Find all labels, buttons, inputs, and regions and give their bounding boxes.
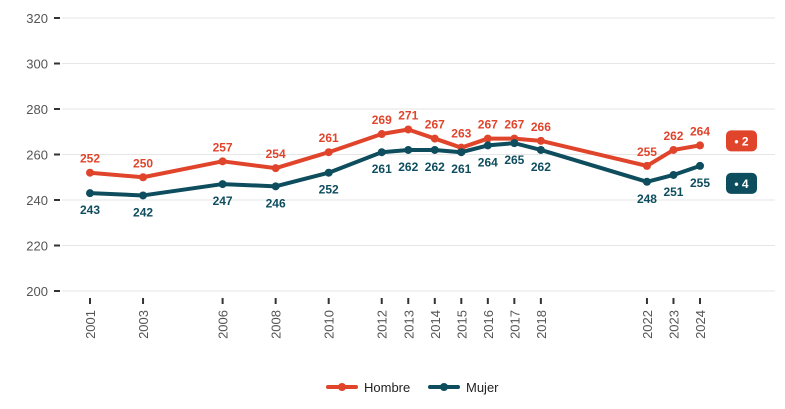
x-tick-label: 2003 <box>136 310 151 339</box>
y-tick-label: 260 <box>26 148 48 163</box>
data-label: 261 <box>319 131 339 145</box>
data-label: 261 <box>372 162 392 176</box>
data-label: 267 <box>504 118 524 132</box>
data-point <box>642 161 651 170</box>
data-label: 250 <box>133 156 153 170</box>
data-label: 246 <box>266 196 286 210</box>
data-point <box>324 168 333 177</box>
legend: Hombre Mujer <box>326 380 499 395</box>
data-point <box>271 182 280 191</box>
data-point <box>536 136 545 145</box>
data-label: 257 <box>213 140 233 154</box>
data-point <box>377 148 386 157</box>
data-point <box>218 157 227 166</box>
x-tick-label: 2024 <box>693 310 708 339</box>
x-tick-label: 2015 <box>454 310 469 339</box>
data-label: 262 <box>531 160 551 174</box>
data-point <box>483 134 492 143</box>
data-label: 271 <box>398 108 418 122</box>
legend-swatch-point <box>338 383 346 391</box>
legend-entry-hombre: Hombre <box>364 380 410 395</box>
x-tick-label: 2017 <box>507 310 522 339</box>
y-tick-label: 240 <box>26 193 48 208</box>
badge-label: • 4 <box>734 177 749 191</box>
data-point <box>404 145 413 154</box>
data-label: 254 <box>266 147 286 161</box>
x-tick-label: 2022 <box>640 310 655 339</box>
badge-label: • 2 <box>734 134 749 148</box>
data-point <box>536 145 545 154</box>
data-label: 252 <box>80 152 100 166</box>
x-tick-label: 2012 <box>375 310 390 339</box>
data-label: 263 <box>451 127 471 141</box>
y-tick-label: 220 <box>26 239 48 254</box>
legend-entry-mujer: Mujer <box>466 380 499 395</box>
x-tick-label: 2023 <box>666 310 681 339</box>
data-point <box>430 145 439 154</box>
x-tick-label: 2008 <box>269 310 284 339</box>
x-tick-label: 2001 <box>83 310 98 339</box>
series-layer: 252 250 257 254 261 269 271 267 263 267 267 266 255 2… <box>80 108 710 219</box>
badge-hombre <box>726 130 757 152</box>
y-axis: 200 220 240 260 280 300 320 <box>26 11 60 299</box>
data-label: 264 <box>478 155 498 169</box>
data-label: 264 <box>690 124 710 138</box>
x-tick-label: 2016 <box>481 310 496 339</box>
data-label: 267 <box>478 118 498 132</box>
y-tick-label: 320 <box>26 11 48 26</box>
series-badges: • 2 • 4 <box>726 130 757 194</box>
y-tick-label: 200 <box>26 284 48 299</box>
data-point <box>139 191 148 200</box>
data-point <box>510 139 519 148</box>
data-label: 251 <box>663 185 683 199</box>
x-tick-label: 2006 <box>216 310 231 339</box>
x-tick-label: 2014 <box>428 310 443 339</box>
data-label: 255 <box>637 145 657 159</box>
data-point <box>271 164 280 173</box>
data-label: 247 <box>213 194 233 208</box>
y-tick-label: 280 <box>26 102 48 117</box>
data-point <box>139 173 148 182</box>
data-label: 262 <box>398 160 418 174</box>
x-tick-label: 2013 <box>401 310 416 339</box>
data-point <box>696 141 704 150</box>
data-label: 262 <box>663 129 683 143</box>
data-point <box>86 168 94 177</box>
data-point <box>430 134 439 143</box>
x-tick-label: 2018 <box>534 310 549 339</box>
data-point <box>483 141 492 150</box>
data-label: 252 <box>319 183 339 197</box>
data-label: 269 <box>372 113 392 127</box>
data-label: 265 <box>504 153 524 167</box>
data-point <box>377 130 386 139</box>
gridlines <box>62 17 775 292</box>
data-label: 242 <box>133 205 153 219</box>
badge-mujer <box>726 172 757 194</box>
data-point <box>669 145 678 154</box>
legend-swatch-point <box>440 383 448 391</box>
data-point <box>324 148 333 157</box>
data-point <box>457 148 466 157</box>
data-label: 248 <box>637 192 657 206</box>
data-point <box>696 161 704 170</box>
data-label: 255 <box>690 176 710 190</box>
data-point <box>642 177 651 186</box>
data-label: 261 <box>451 162 471 176</box>
data-label: 267 <box>425 118 445 132</box>
data-label: 262 <box>425 160 445 174</box>
x-axis: 2001 2003 2006 2008 2010 2012 2013 2014 2015 2016… <box>83 298 708 339</box>
y-tick-label: 300 <box>26 57 48 72</box>
data-label: 266 <box>531 120 551 134</box>
data-point <box>218 180 227 189</box>
data-point <box>669 170 678 179</box>
data-point <box>404 125 413 134</box>
data-point <box>86 189 94 198</box>
x-tick-label: 2010 <box>322 310 337 339</box>
data-label: 243 <box>80 203 100 217</box>
